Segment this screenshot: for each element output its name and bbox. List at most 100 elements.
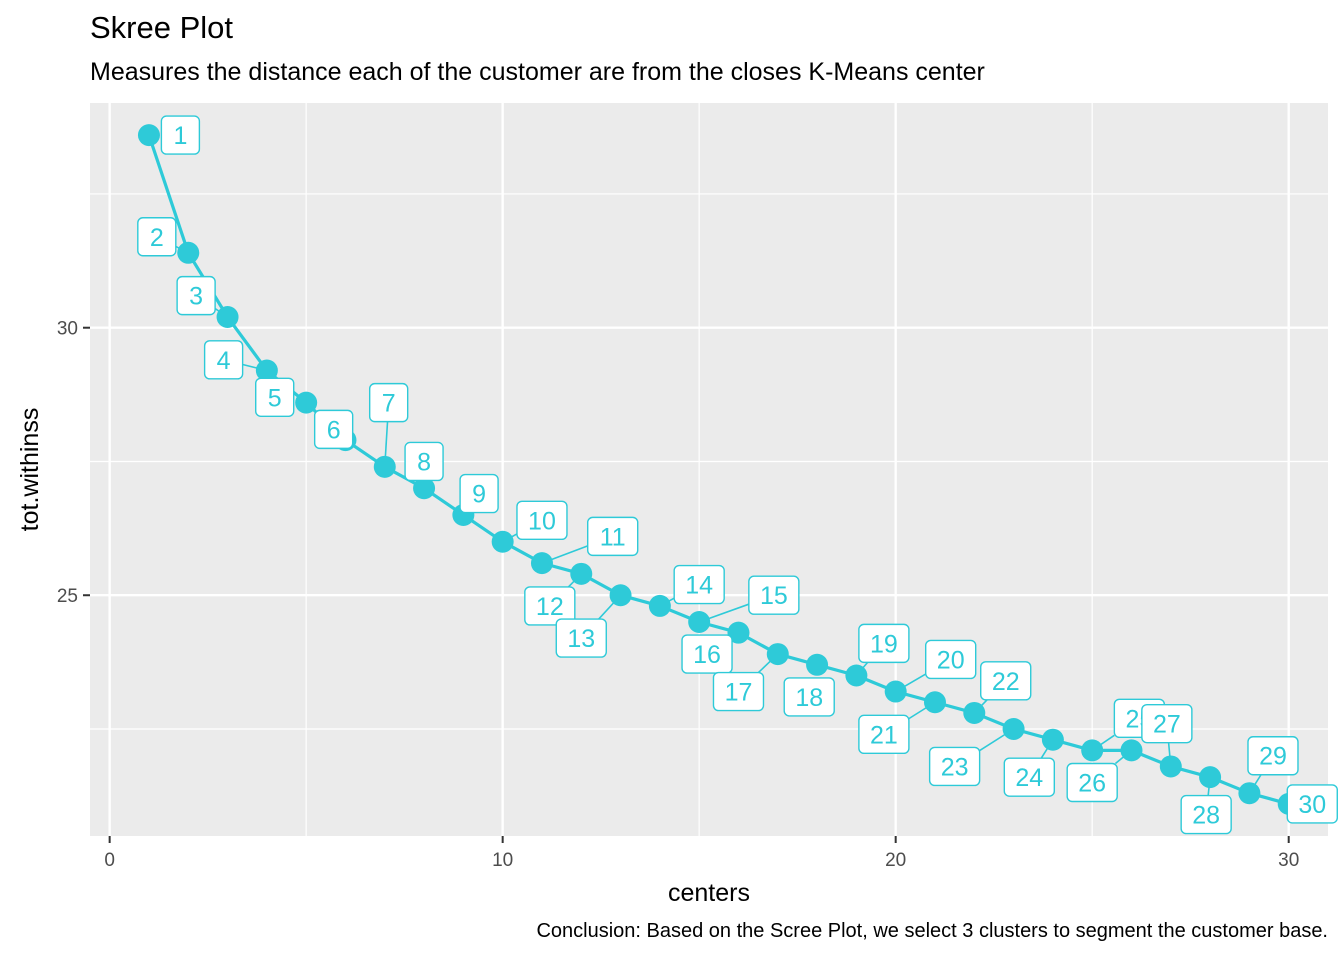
point-label: 7 — [368, 382, 409, 423]
point-label-box — [928, 746, 981, 787]
point-label-text: 17 — [725, 679, 753, 707]
point-label-box — [176, 275, 216, 316]
point-label-box — [925, 639, 977, 680]
point-label-box — [1286, 784, 1338, 824]
point-label: 30 — [1286, 784, 1338, 824]
point-label-box — [368, 382, 409, 423]
data-point — [491, 530, 514, 553]
chart-title: Skree Plot — [90, 10, 234, 45]
point-label-text: 2 — [150, 224, 164, 252]
point-label-text: 22 — [992, 668, 1020, 696]
data-point — [923, 691, 946, 714]
point-label-box — [555, 618, 607, 658]
point-label-box — [783, 677, 835, 717]
data-point — [1002, 717, 1025, 740]
point-label: 12 — [524, 586, 576, 626]
point-label-text: 19 — [870, 630, 898, 658]
point-label-box — [748, 575, 800, 615]
point-label: 24 — [1003, 757, 1056, 797]
point-label: 20 — [925, 639, 977, 680]
point-label-text: 28 — [1192, 802, 1220, 830]
point-label: 16 — [681, 634, 733, 674]
data-point — [1159, 755, 1182, 778]
point-label-box — [524, 586, 576, 626]
point-label: 15 — [748, 575, 800, 615]
point-label-box — [858, 623, 910, 664]
data-point — [766, 643, 789, 666]
data-point — [1199, 766, 1222, 789]
point-label-box — [255, 377, 295, 417]
point-label-box — [313, 409, 354, 450]
point-label: 26 — [1066, 762, 1118, 803]
x-tick-label: 20 — [885, 850, 906, 871]
data-point — [648, 594, 671, 617]
point-label: 17 — [712, 671, 765, 712]
point-label-box — [459, 473, 499, 514]
data-point — [1041, 728, 1064, 751]
data-point — [137, 124, 160, 147]
point-label: 9 — [459, 473, 499, 514]
point-label-box — [404, 441, 444, 482]
point-label: 13 — [555, 618, 607, 658]
point-label: 2 — [137, 217, 177, 257]
y-axis-title: tot.withinss — [16, 408, 44, 532]
point-label: 8 — [404, 441, 444, 482]
point-label-text: 11 — [600, 523, 626, 551]
point-label-text: 14 — [685, 572, 713, 600]
point-label-text: 15 — [760, 582, 788, 610]
point-label-text: 23 — [941, 753, 969, 781]
point-label-box — [1066, 762, 1118, 803]
data-point — [255, 359, 278, 382]
x-tick-label: 10 — [492, 850, 513, 871]
data-point — [216, 306, 239, 329]
point-label: 1 — [160, 115, 201, 155]
data-point — [177, 241, 200, 264]
point-label: 19 — [858, 623, 910, 664]
point-label: 21 — [858, 714, 910, 755]
point-label: 4 — [203, 340, 244, 380]
point-label-text: 30 — [1298, 791, 1326, 819]
point-label-box — [203, 340, 244, 380]
point-label: 29 — [1247, 736, 1299, 776]
point-label-text: 27 — [1153, 711, 1181, 739]
point-label: 6 — [313, 409, 354, 450]
point-label-text: 6 — [327, 416, 341, 444]
data-point — [530, 552, 553, 575]
data-point — [295, 391, 318, 414]
point-label: 27 — [1141, 703, 1193, 744]
data-point — [806, 653, 829, 676]
point-label-box — [160, 115, 201, 155]
data-point — [413, 477, 436, 500]
point-label-text: 10 — [528, 507, 556, 535]
point-label: 10 — [516, 500, 568, 541]
point-label-text: 9 — [472, 481, 486, 509]
point-label-box — [858, 714, 910, 755]
point-label-text: 29 — [1259, 743, 1287, 771]
point-label-text: 16 — [693, 641, 721, 669]
point-label-box — [1003, 757, 1056, 797]
point-label-text: 1 — [173, 122, 187, 150]
data-point — [727, 621, 750, 644]
point-label: 18 — [783, 677, 835, 717]
point-label-text: 5 — [268, 384, 282, 412]
data-point — [963, 701, 986, 724]
point-label-box — [137, 217, 177, 257]
point-label-text: 7 — [382, 390, 396, 418]
data-point — [1081, 739, 1104, 762]
data-points — [137, 124, 1300, 815]
point-label: 14 — [673, 564, 725, 605]
point-label-text: 21 — [870, 721, 898, 749]
point-label-box — [712, 671, 765, 712]
chart-subtitle: Measures the distance each of the custom… — [90, 58, 985, 86]
point-label-text: 24 — [1015, 764, 1043, 792]
data-point — [1238, 782, 1261, 805]
point-label-text: 18 — [795, 684, 823, 712]
y-tick-label: 25 — [57, 586, 78, 607]
data-point — [1120, 739, 1143, 762]
point-label-text: 20 — [937, 646, 965, 674]
point-label-box — [1247, 736, 1299, 776]
point-label-box — [1141, 703, 1193, 744]
point-label-text: 8 — [417, 448, 431, 476]
